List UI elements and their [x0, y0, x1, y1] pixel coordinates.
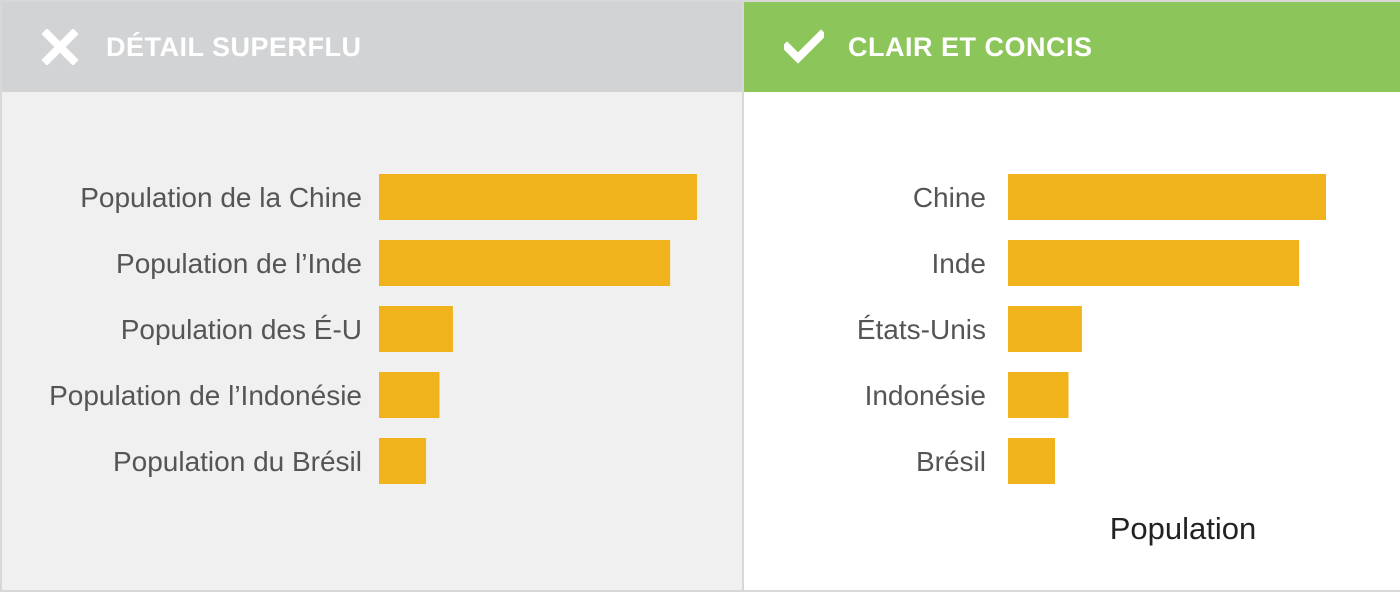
bar-2 [1008, 306, 1082, 352]
category-label-3: Population de l’Indonésie [49, 380, 362, 411]
category-label-1: Inde [932, 248, 987, 279]
bar-4 [1008, 438, 1056, 484]
bar-1 [1008, 240, 1300, 286]
bad-example-panel: DÉTAIL SUPERFLU Population de la Chine Po… [2, 2, 744, 590]
bar-1 [379, 240, 671, 286]
category-label-4: Brésil [916, 446, 986, 477]
cross-icon [41, 28, 79, 66]
category-label-2: Population des É-U [121, 314, 362, 345]
x-axis-title: Population [1110, 511, 1257, 546]
bar-3 [379, 372, 440, 418]
good-example-header: CLAIR ET CONCIS [744, 2, 1400, 92]
bad-example-title: DÉTAIL SUPERFLU [106, 31, 362, 62]
bar-2 [379, 306, 453, 352]
check-icon [781, 29, 827, 65]
bar-0 [1008, 174, 1326, 220]
good-example-panel: CLAIR ET CONCIS Chine Inde États-Unis Indon… [744, 2, 1400, 590]
bar-3 [1008, 372, 1069, 418]
good-example-title: CLAIR ET CONCIS [848, 31, 1093, 62]
category-label-0: Chine [913, 182, 986, 213]
category-label-2: États-Unis [857, 314, 986, 345]
category-label-0: Population de la Chine [80, 182, 362, 213]
category-label-3: Indonésie [865, 380, 986, 411]
category-label-1: Population de l’Inde [116, 248, 362, 279]
bad-example-bar-chart: Population de la Chine Population de l’In… [49, 174, 697, 484]
bad-example-header: DÉTAIL SUPERFLU [2, 2, 742, 92]
bar-0 [379, 174, 697, 220]
bar-4 [379, 438, 427, 484]
good-example-bar-chart: Chine Inde États-Unis Indonésie Brésil Popula… [857, 174, 1326, 546]
category-label-4: Population du Brésil [113, 446, 362, 477]
